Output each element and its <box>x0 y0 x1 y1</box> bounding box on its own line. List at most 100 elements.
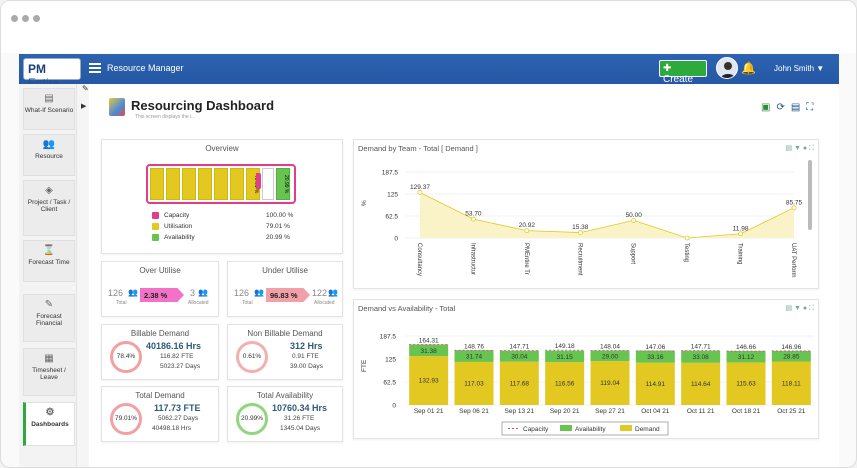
non-billable-demand-card[interactable]: Non Billable Demand 0.61% 312 Hrs 0.91 F… <box>227 324 343 380</box>
under-total-label: Total <box>242 300 253 306</box>
data-point <box>577 230 583 235</box>
availability-bar <box>681 350 721 363</box>
fullscreen-icon[interactable]: ⛶ <box>806 102 820 113</box>
sidebar-item-project[interactable]: ◈ Project / Task / Client <box>23 180 75 236</box>
under-utilise-card[interactable]: Under Utilise 126 👥 Total 96.83 % 122 👥 … <box>227 261 343 317</box>
billable-ring: 78.4% <box>110 341 142 373</box>
sidebar-item-timesheet[interactable]: ▦ Timesheet / Leave <box>23 348 75 396</box>
availability-label: 31.38 <box>421 348 438 355</box>
demand-bar <box>771 361 811 405</box>
availability-label: 33.16 <box>647 354 664 361</box>
availability-label: 31.74 <box>466 354 483 361</box>
y-tick-label: 187.5 <box>380 334 397 341</box>
window-dot <box>33 15 40 22</box>
demand-bar <box>499 361 539 405</box>
dashboard-icon <box>109 98 125 116</box>
sidebar-item-resource[interactable]: 👥 Resource <box>23 134 75 176</box>
data-point <box>791 205 797 211</box>
under-allocated: 122 <box>312 288 328 298</box>
under-percent: 96.83 % <box>266 288 310 302</box>
chart-toolbar[interactable]: ▤ ▼ ● ⛶ <box>785 305 814 312</box>
capacity-label: 147.06 <box>645 344 665 351</box>
demand-bar <box>545 362 585 405</box>
create-label: Create <box>663 74 694 85</box>
data-point <box>684 235 690 241</box>
capacity-label: 146.66 <box>736 344 756 351</box>
edit-icon[interactable]: ✎ <box>82 84 89 93</box>
forecast-time-icon: ⌛ <box>42 245 56 256</box>
x-tick-label: Consultancy <box>416 243 422 276</box>
battery-cell-empty <box>262 168 274 200</box>
sidebar-item-label: Resource <box>35 153 63 160</box>
availability-label: 31.15 <box>557 354 574 361</box>
logo[interactable]: PM Entire <box>23 58 81 90</box>
data-label: 50.00 <box>626 212 643 219</box>
bell-icon[interactable]: 🔔 <box>741 61 756 75</box>
availability-bar <box>771 350 811 362</box>
sidebar-item-forecast-time[interactable]: ⌛ Forecast Time <box>23 240 75 282</box>
page-subtitle: This screen displays the i... <box>135 114 196 120</box>
over-total-label: Total <box>116 300 127 306</box>
battery-cell <box>198 168 212 200</box>
avatar[interactable] <box>716 57 738 79</box>
billable-title: Billable Demand <box>130 329 190 338</box>
battery-cap <box>256 173 261 189</box>
x-tick-label: Sep 06 21 <box>459 408 489 415</box>
demand-label: 132.93 <box>419 378 439 385</box>
total-demand-hrs: 40498.18 Hrs <box>152 425 192 432</box>
user-menu[interactable]: John Smith ▼ <box>774 64 824 73</box>
window-dot <box>11 15 18 22</box>
menu-icon[interactable] <box>89 63 101 73</box>
nonbillable-days: 39.00 Days <box>290 363 323 370</box>
x-tick-label: Oct 11 21 <box>687 408 715 415</box>
dashboards-icon: ⚙ <box>45 407 55 418</box>
total-availability-ring: 20.99% <box>236 403 268 435</box>
capacity-label: 148.76 <box>464 343 484 350</box>
nonbillable-title: Non Billable Demand <box>247 329 323 338</box>
refresh-icon[interactable]: ⟳ <box>776 102 791 113</box>
chart-toolbar[interactable]: ▤ ▼ ● ⛶ <box>785 145 814 152</box>
x-tick-label: Sep 27 21 <box>595 408 625 415</box>
total-availability-card[interactable]: Total Availability 20.99% 10760.34 Hrs 3… <box>227 386 343 442</box>
total-demand-ring: 79.01% <box>110 403 142 435</box>
capacity-label: 146.96 <box>781 344 801 351</box>
sidebar-item-what-if[interactable]: ▤ What-If Scenario <box>23 88 75 130</box>
billable-days: 5023.27 Days <box>160 363 201 370</box>
availability-bar <box>409 344 449 357</box>
demand-label: 118.11 <box>782 380 801 387</box>
app-name: Resource Manager <box>107 63 184 73</box>
total-demand-card[interactable]: Total Demand 79.01% 117.73 FTE 5062.27 D… <box>101 386 219 442</box>
legend-value: 79.01 % <box>266 223 290 230</box>
demand-label: 116.56 <box>555 381 575 388</box>
collapse-arrow-icon[interactable]: ▶ <box>81 103 87 110</box>
over-utilise-card[interactable]: Over Utilise 126 👥 Total 2.38 % 3 👥 Allo… <box>101 261 219 317</box>
create-button[interactable]: ✚ Create <box>659 60 707 85</box>
battery-cell <box>150 168 164 200</box>
sidebar-item-dashboards[interactable]: ⚙ Dashboards <box>23 402 75 446</box>
legend-swatch <box>152 234 159 241</box>
chevron-down-icon: ▼ <box>816 64 825 73</box>
sidebar-item-forecast-financial[interactable]: ✎ Forecast Financial <box>23 294 75 342</box>
data-label: 129.37 <box>410 184 430 191</box>
x-tick-label: Sep 13 21 <box>505 408 535 415</box>
legend-swatch-demand <box>620 425 632 431</box>
battery-cell <box>214 168 228 200</box>
data-label: 53.70 <box>465 211 482 218</box>
data-label: 20.92 <box>519 222 536 229</box>
over-total: 126 <box>108 288 124 298</box>
excel-export-icon[interactable]: ▣ <box>761 102 777 113</box>
legend-swatch-availability <box>560 425 572 431</box>
sidebar-item-label: What-If Scenario <box>24 107 74 114</box>
data-point <box>524 228 530 234</box>
billable-demand-card[interactable]: Billable Demand 78.4% 40186.16 Hrs 116.8… <box>101 324 219 380</box>
data-label: 11.98 <box>733 225 749 232</box>
legend-label: Capacity <box>164 212 190 220</box>
nonbillable-fte: 0.91 FTE <box>292 353 319 360</box>
legend-swatch <box>152 223 159 230</box>
chart2-svg: 187.5 125 62.5 0 FTE 132.93 31.38 164.31 Sep 01 … <box>361 334 814 436</box>
demand-label: 117.03 <box>464 380 484 387</box>
capacity-label: 147.71 <box>509 344 529 351</box>
total-demand-fte: 117.73 FTE <box>154 403 201 413</box>
print-icon[interactable]: ▤ <box>790 102 807 113</box>
